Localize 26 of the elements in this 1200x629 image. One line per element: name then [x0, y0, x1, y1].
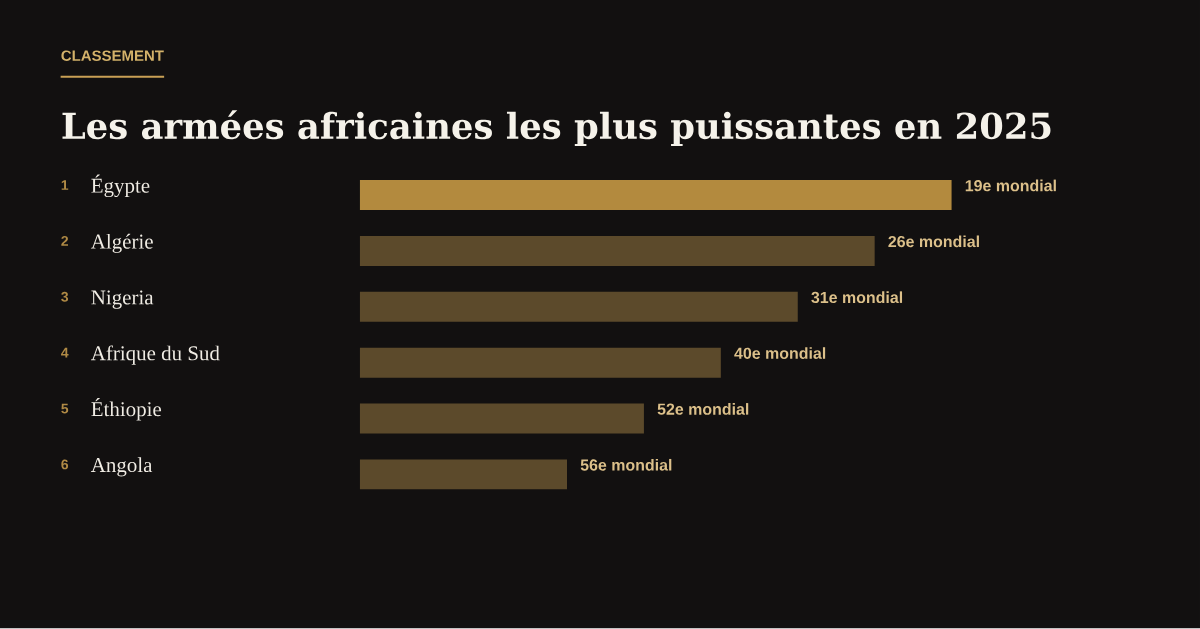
text: 2	[61, 236, 69, 246]
text: 6	[61, 459, 69, 470]
y-tick-label: Égypte	[91, 174, 150, 198]
y-tick-label: Angola	[90, 457, 153, 477]
text: CLASSEMENT	[61, 50, 164, 62]
bar	[359, 236, 875, 267]
bar	[359, 180, 952, 211]
annotation: 31e mondial	[811, 291, 903, 304]
chart-title: Les armées africaines les plus puissantes en 2025	[62, 110, 1051, 147]
y-tick-label: Éthiopie	[91, 398, 162, 421]
text: 3	[61, 292, 69, 302]
annotation: 52e mondial	[657, 403, 749, 416]
annotation: 19e mondial	[965, 179, 1056, 192]
y-tick-label: Nigeria	[91, 290, 154, 310]
text: 4	[61, 348, 69, 358]
bar	[359, 347, 721, 378]
text: 5	[61, 403, 69, 414]
bar	[359, 459, 568, 490]
bar	[359, 292, 798, 322]
annotation: 40e mondial	[734, 347, 826, 360]
text: 1	[61, 180, 69, 191]
y-tick-label: Afrique du Sud	[90, 345, 220, 365]
annotation: 56e mondial	[580, 459, 672, 471]
bar	[359, 403, 644, 434]
y-tick-label: Algérie	[90, 234, 153, 254]
annotation: 26e mondial	[888, 235, 979, 248]
